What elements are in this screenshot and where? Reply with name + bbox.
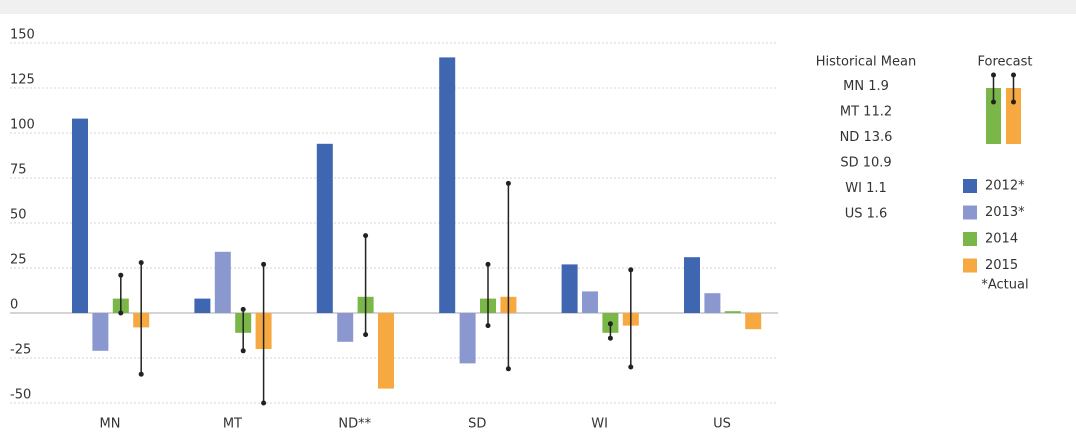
hist-mean-item: US 1.6 (845, 206, 888, 221)
hist-mean-state: US (845, 206, 863, 221)
error-cap (505, 180, 511, 186)
error-cap (607, 335, 613, 341)
hist-mean-item: ND 13.6 (840, 130, 893, 145)
hist-mean-title: Historical Mean (816, 55, 916, 70)
x-tick-label: WI (591, 417, 608, 432)
x-tick-label: SD (468, 417, 486, 432)
bar (337, 313, 354, 342)
hist-mean-value: 11.2 (863, 104, 892, 119)
legend-swatch (963, 232, 977, 246)
x-tick-label: ND** (338, 417, 371, 432)
legend-note: *Actual (981, 278, 1028, 293)
error-cap (607, 321, 613, 327)
hist-mean-state: SD (840, 155, 858, 170)
error-cap (363, 233, 369, 239)
error-cap (628, 364, 634, 370)
legend-label: 2015 (985, 258, 1018, 273)
hist-mean-state: WI (845, 181, 862, 196)
y-tick-label: -50 (10, 388, 31, 403)
y-tick-label: 100 (10, 118, 35, 133)
hist-mean-item: WI 1.1 (845, 181, 887, 196)
bar (72, 118, 88, 313)
error-cap (118, 310, 124, 316)
bar (439, 57, 456, 314)
hist-mean-item: SD 10.9 (840, 155, 891, 170)
forecast-icon (986, 72, 1021, 144)
legend-label: 2013* (985, 205, 1025, 220)
error-cap (138, 260, 144, 266)
y-tick-label: -25 (10, 343, 31, 358)
legend-swatch (963, 258, 977, 273)
bar (704, 293, 721, 313)
hist-mean-value: 10.9 (863, 155, 892, 170)
legend-swatch (963, 179, 977, 193)
error-cap (240, 348, 246, 354)
hist-mean-value: 1.6 (867, 206, 888, 221)
legend-label: 2014 (985, 232, 1018, 247)
hist-mean-state: MN (843, 79, 864, 94)
hist-mean-item: MN 1.9 (843, 79, 889, 94)
y-tick-label: 75 (10, 163, 27, 178)
bar (561, 264, 578, 313)
bar (724, 311, 741, 313)
bar (459, 313, 476, 364)
error-cap (118, 272, 124, 278)
hist-mean-state: MT (840, 104, 859, 119)
bar (214, 251, 231, 313)
error-cap (138, 371, 144, 377)
error-cap (240, 306, 246, 312)
x-tick-label: MN (100, 417, 121, 432)
hist-mean-value: 1.9 (868, 79, 889, 94)
legend-swatch (963, 205, 977, 220)
bar (378, 313, 394, 389)
bar (194, 298, 211, 313)
hist-mean-value: 13.6 (863, 130, 892, 145)
forecast-label: Forecast (977, 55, 1032, 70)
error-cap (485, 323, 491, 329)
hist-mean-state: ND (840, 130, 860, 145)
bar (745, 313, 762, 330)
y-tick-label: 150 (10, 28, 35, 43)
bar (92, 313, 109, 351)
error-cap (505, 366, 511, 372)
error-cap (485, 261, 491, 267)
error-cap (261, 261, 267, 267)
x-tick-label: MT (223, 417, 242, 432)
y-tick-label: 125 (10, 73, 35, 88)
legend-label: 2012* (985, 179, 1025, 194)
y-tick-label: 50 (10, 208, 27, 223)
y-tick-label: 0 (10, 298, 18, 313)
hist-mean-item: MT 11.2 (840, 104, 892, 119)
x-tick-label: US (713, 417, 731, 432)
hist-mean-value: 1.1 (866, 181, 887, 196)
error-cap (261, 400, 267, 406)
error-cap (628, 267, 634, 273)
error-cap (363, 332, 369, 338)
bar (582, 291, 598, 313)
y-tick-label: 25 (10, 253, 27, 268)
bar (684, 257, 700, 313)
bar (316, 143, 333, 313)
